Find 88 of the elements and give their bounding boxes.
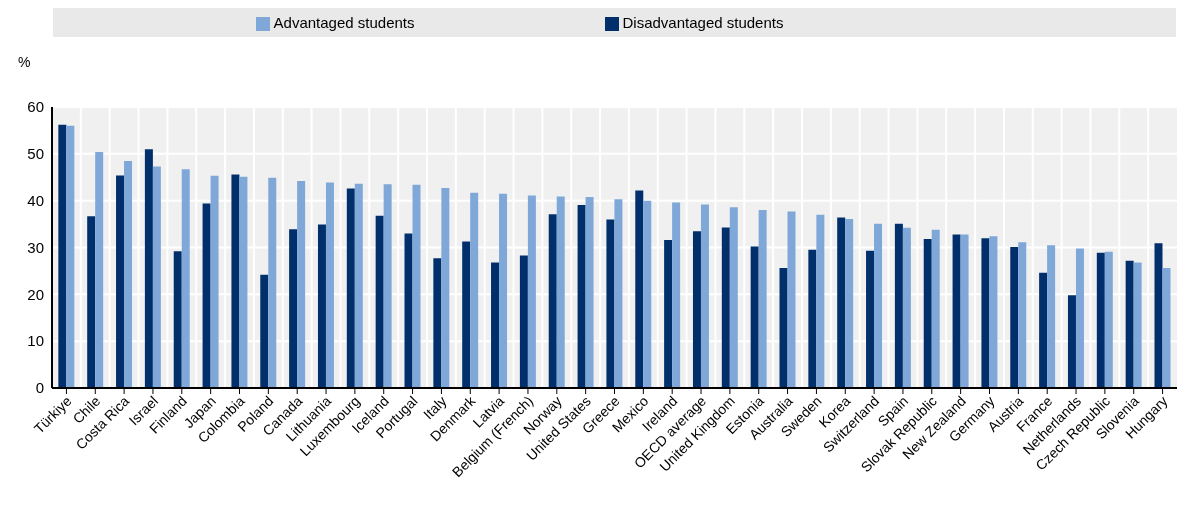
bar bbox=[1047, 245, 1056, 388]
bar bbox=[548, 214, 557, 388]
bar bbox=[989, 236, 998, 388]
bar bbox=[779, 268, 788, 388]
bar bbox=[556, 196, 565, 388]
y-tick-label: 30 bbox=[27, 238, 44, 256]
y-tick-label: 60 bbox=[27, 98, 44, 116]
bar bbox=[1010, 247, 1019, 388]
bar bbox=[894, 223, 903, 388]
bar bbox=[758, 210, 767, 388]
bar bbox=[124, 160, 133, 388]
bar bbox=[268, 177, 277, 388]
bar bbox=[1018, 242, 1027, 388]
bar bbox=[692, 231, 701, 388]
bar bbox=[95, 151, 104, 388]
y-tick-label: 50 bbox=[27, 145, 44, 163]
legend-label: Advantaged students bbox=[273, 14, 415, 31]
bar bbox=[643, 200, 652, 388]
bar bbox=[325, 182, 334, 388]
bar bbox=[144, 149, 153, 388]
bar bbox=[470, 192, 479, 388]
bar bbox=[441, 188, 450, 388]
bar bbox=[1096, 252, 1105, 388]
bar bbox=[412, 184, 421, 388]
bar bbox=[729, 207, 738, 388]
bar bbox=[874, 223, 883, 388]
bar bbox=[317, 224, 326, 388]
y-tick-label: 10 bbox=[27, 332, 44, 350]
bar bbox=[606, 219, 615, 388]
bar bbox=[1125, 260, 1134, 388]
bar bbox=[721, 227, 730, 388]
bar bbox=[837, 217, 846, 388]
bar bbox=[383, 184, 392, 388]
bar bbox=[66, 125, 75, 388]
bar bbox=[1067, 295, 1076, 388]
bar bbox=[173, 251, 182, 388]
bar bbox=[297, 181, 306, 388]
bar bbox=[260, 274, 269, 388]
bar bbox=[952, 234, 961, 388]
bar bbox=[181, 169, 190, 388]
bar bbox=[816, 214, 825, 388]
bar bbox=[1154, 243, 1163, 388]
bar bbox=[404, 233, 413, 388]
bar bbox=[585, 196, 594, 388]
bar bbox=[700, 204, 709, 388]
bar bbox=[787, 211, 796, 388]
bar bbox=[664, 240, 673, 388]
bar bbox=[614, 199, 623, 388]
bar bbox=[499, 193, 508, 388]
bar bbox=[202, 203, 211, 388]
bar bbox=[462, 241, 471, 388]
bar bbox=[58, 124, 67, 388]
bar bbox=[577, 204, 586, 388]
bar bbox=[902, 227, 911, 388]
bar bbox=[672, 202, 681, 388]
bar bbox=[635, 190, 644, 388]
bar bbox=[931, 229, 940, 388]
bar bbox=[527, 195, 536, 388]
bar bbox=[1133, 262, 1142, 388]
bar bbox=[289, 229, 298, 388]
bar bbox=[1162, 268, 1171, 388]
bar bbox=[1104, 251, 1113, 388]
bar bbox=[866, 250, 875, 388]
bar bbox=[210, 175, 219, 388]
bar bbox=[354, 183, 363, 388]
bar bbox=[750, 246, 759, 388]
bar bbox=[808, 249, 817, 388]
bar bbox=[1039, 272, 1048, 388]
bar bbox=[87, 216, 96, 388]
bar bbox=[491, 262, 500, 388]
bar bbox=[152, 166, 161, 388]
bar bbox=[923, 239, 932, 388]
bar bbox=[346, 188, 355, 388]
bar bbox=[433, 258, 442, 388]
y-tick-label: 40 bbox=[27, 192, 44, 210]
bar bbox=[1075, 248, 1084, 388]
bar bbox=[116, 175, 125, 388]
bar bbox=[231, 174, 240, 388]
y-tick-label: 0 bbox=[35, 379, 44, 397]
bar bbox=[239, 176, 248, 388]
legend-label: Disadvantaged students bbox=[622, 14, 784, 31]
bar bbox=[845, 218, 854, 388]
y-tick-label: 20 bbox=[27, 285, 44, 303]
y-axis-title: % bbox=[18, 54, 31, 70]
bar bbox=[960, 234, 969, 388]
bar bbox=[981, 238, 990, 388]
bar bbox=[519, 255, 528, 388]
bar bbox=[375, 215, 384, 388]
